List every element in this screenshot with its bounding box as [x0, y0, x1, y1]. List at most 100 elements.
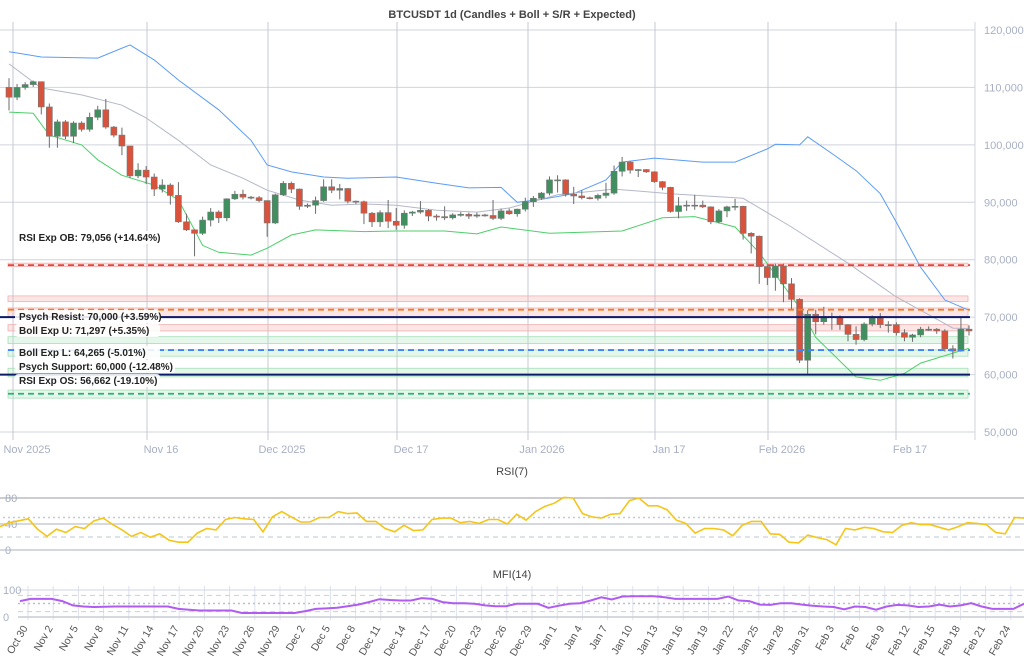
candle — [320, 179, 327, 202]
candle-body — [691, 204, 699, 207]
candle — [433, 214, 440, 221]
candle-body — [909, 334, 916, 338]
y-tick-label: 80 — [5, 493, 17, 505]
candle-body — [570, 193, 578, 197]
candle — [344, 187, 352, 204]
candle — [586, 196, 594, 200]
candle-body — [788, 283, 795, 300]
candle — [126, 145, 134, 179]
x-tick-label: Dec 17 — [394, 444, 429, 456]
level-label-text: Boll Exp U: 71,297 (+5.35%) — [19, 326, 149, 337]
candle — [54, 119, 61, 148]
x-tick-label: Dec 29 — [508, 623, 535, 658]
candle — [747, 232, 755, 254]
candle — [804, 310, 811, 376]
candle — [739, 205, 747, 240]
x-tick-label: Feb 9 — [864, 623, 888, 652]
x-tick-label: Feb 3 — [813, 623, 837, 652]
candle-body — [836, 316, 844, 325]
candle-body — [699, 204, 707, 208]
candle — [255, 195, 263, 203]
candle-body — [731, 206, 739, 208]
x-tick-label: Dec 8 — [334, 623, 358, 653]
x-tick-label: Nov 16 — [144, 444, 179, 456]
x-tick-label: Feb 21 — [961, 623, 988, 657]
candle-body — [546, 179, 553, 194]
candle — [659, 181, 666, 191]
candle-body — [400, 212, 408, 226]
y-tick-label: 90,000 — [984, 197, 1018, 209]
candle-body — [852, 334, 860, 340]
candle-body — [594, 195, 602, 199]
mfi-line — [19, 595, 1024, 614]
candle — [102, 98, 110, 129]
candle-body — [497, 210, 505, 219]
candle-body — [659, 181, 666, 188]
candle — [844, 324, 852, 342]
candle-body — [772, 265, 779, 278]
candle — [13, 83, 21, 101]
candle-body — [271, 194, 279, 224]
candle-body — [610, 170, 618, 194]
x-tick-label: Jan 17 — [652, 444, 685, 456]
y-tick-label: 50,000 — [984, 427, 1018, 439]
candle-body — [5, 87, 13, 98]
x-tick-label: Dec 5 — [309, 623, 333, 653]
candle-body — [86, 116, 93, 130]
level-labels: RSI Exp OB: 79,056 (+14.64%) Psych Resist… — [15, 231, 175, 387]
x-tick-label: Nov 8 — [82, 623, 106, 653]
level-label: RSI Exp OS: 56,662 (-19.10%) — [15, 374, 160, 387]
candle — [643, 168, 650, 174]
candle-body — [392, 220, 400, 226]
candle — [554, 175, 561, 193]
candle — [691, 194, 699, 210]
candle-body — [54, 121, 61, 137]
candle-body — [626, 161, 634, 171]
candle-body — [933, 328, 941, 332]
candle-body — [360, 201, 368, 214]
candle-body — [554, 179, 561, 182]
candle-body — [199, 219, 206, 234]
candle — [207, 208, 214, 227]
candle-body — [925, 328, 932, 331]
rsi-title: RSI(7) — [496, 466, 528, 478]
candle-body — [417, 210, 424, 213]
candle-body — [231, 193, 239, 200]
candle-body — [352, 200, 360, 203]
candle-body — [279, 183, 287, 196]
candle-body — [618, 161, 626, 172]
candle — [683, 200, 690, 211]
candle — [772, 263, 779, 291]
candle — [86, 112, 93, 132]
candle-body — [110, 126, 118, 136]
candle — [901, 329, 908, 342]
candle — [610, 165, 618, 195]
candle — [457, 212, 465, 217]
candle — [441, 206, 448, 221]
candle — [279, 181, 287, 196]
y-tick-label: 100 — [3, 585, 21, 597]
x-tick-label: Dec 23 — [457, 623, 484, 658]
candle-body — [158, 184, 166, 190]
candle-body — [62, 121, 69, 137]
candle — [893, 322, 900, 336]
candle — [247, 195, 255, 200]
y-tick-label: 0 — [5, 545, 11, 557]
level-label-bg — [15, 310, 160, 323]
x-tick-label: Dec 11 — [357, 623, 384, 657]
candle — [578, 190, 586, 200]
x-tick-label: Dec 2 — [284, 623, 308, 653]
x-tick-label: Dec 2025 — [258, 444, 305, 456]
candle — [263, 200, 271, 237]
x-tick-label: Feb 17 — [893, 444, 927, 456]
candle-body — [368, 212, 376, 223]
level-label-text: Boll Exp L: 64,265 (-5.01%) — [19, 348, 146, 359]
level-label-bg — [15, 346, 160, 359]
x-tick-label: Nov 11 — [105, 623, 132, 657]
candle-body — [957, 328, 965, 352]
rsi-line — [0, 496, 1024, 546]
candle — [239, 189, 247, 200]
candle-body — [376, 212, 384, 223]
